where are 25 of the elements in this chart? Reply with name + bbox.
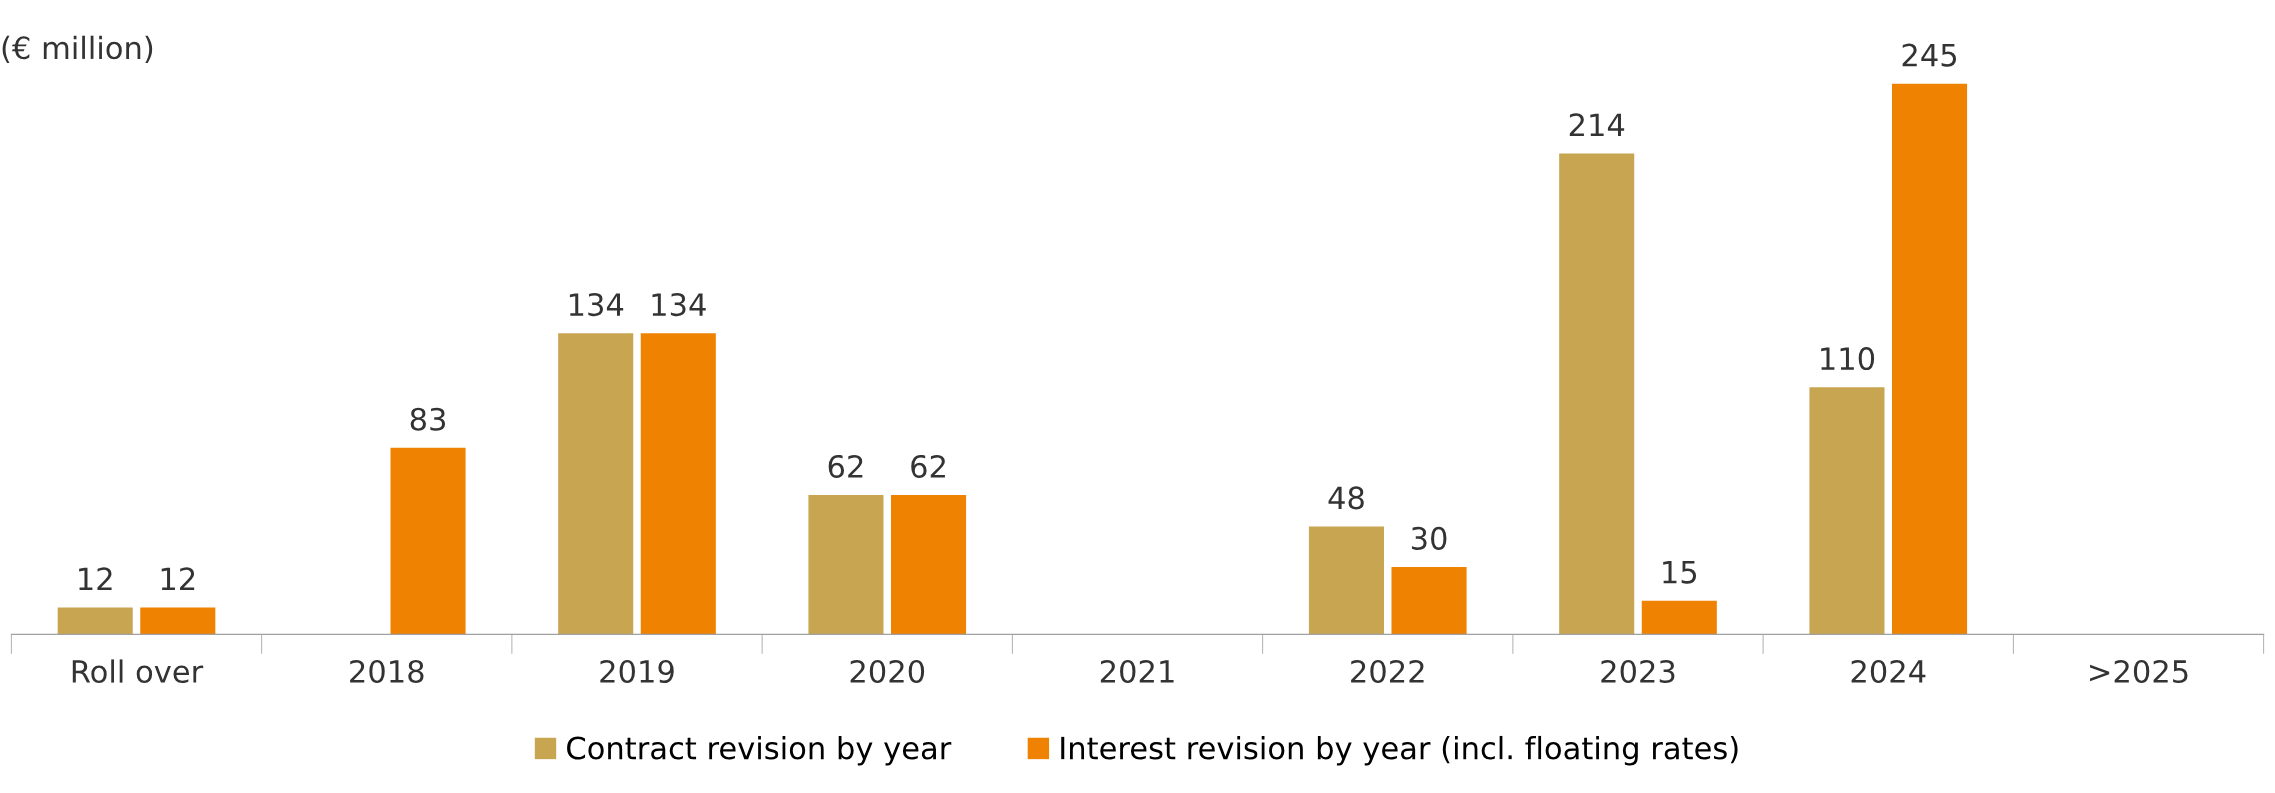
x-tick-label: Roll over xyxy=(72,659,204,684)
legend-label: Interest revision by year (incl. floating rates) xyxy=(1061,735,1738,766)
x-tick-label: 2023 xyxy=(1601,659,1675,684)
data-label: 30 xyxy=(1411,526,1447,550)
data-label: 48 xyxy=(1328,486,1364,510)
x-tick-label: 2018 xyxy=(350,659,424,684)
data-label: 12 xyxy=(79,567,112,590)
legend-label: Contract revision by year xyxy=(567,735,952,766)
x-tick-label: 2024 xyxy=(1851,659,1926,684)
data-label: 245 xyxy=(1902,43,1957,67)
x-tick-label: >2025 xyxy=(2090,659,2188,684)
x-tick-label: 2020 xyxy=(850,659,925,684)
x-tick-label: 2022 xyxy=(1351,659,1424,684)
data-label: 214 xyxy=(1569,113,1625,136)
data-label: 134 xyxy=(652,293,706,317)
data-label: 62 xyxy=(828,454,863,479)
x-tick-label: 2019 xyxy=(600,659,674,684)
data-label: 83 xyxy=(410,407,446,431)
data-label: 62 xyxy=(911,454,945,479)
x-tick-label: 2021 xyxy=(1100,659,1174,684)
data-label: 110 xyxy=(1821,347,1875,371)
data-label: 134 xyxy=(569,293,624,317)
data-label: 12 xyxy=(161,567,195,590)
data-label: 15 xyxy=(1663,560,1697,584)
y-axis-title: (€ million) xyxy=(2,35,153,63)
